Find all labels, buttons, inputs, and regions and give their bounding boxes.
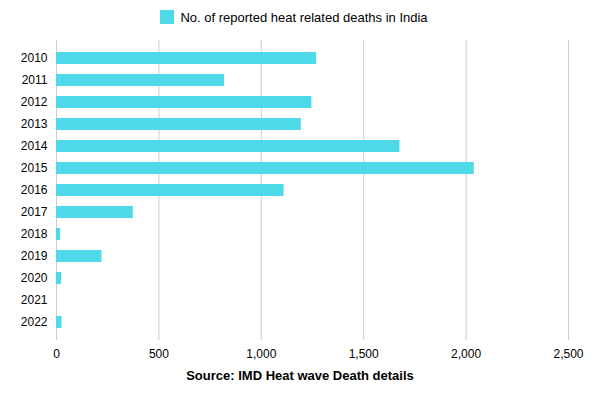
svg-text:1,000: 1,000	[246, 347, 276, 361]
svg-text:2,000: 2,000	[451, 347, 481, 361]
html-text:No. of reported heat related d: No. of reported heat related deaths in I…	[180, 9, 428, 25]
svg-text:2015: 2015	[21, 161, 48, 175]
svg-text:2021: 2021	[21, 293, 48, 307]
svg-text:2010: 2010	[21, 51, 48, 65]
svg-text:2017: 2017	[21, 205, 48, 219]
svg-text:2018: 2018	[21, 227, 48, 241]
svg-text:2022: 2022	[21, 315, 48, 329]
svg-text:2011: 2011	[22, 73, 48, 87]
svg-text:2,500: 2,500	[553, 347, 583, 361]
svg-text:0: 0	[53, 347, 60, 361]
svg-text:2019: 2019	[21, 249, 48, 263]
html-text:Source: IMD Heat wave Death de: Source: IMD Heat wave Death details	[186, 368, 414, 383]
svg-text:2012: 2012	[21, 95, 48, 109]
svg-text:2014: 2014	[21, 139, 48, 153]
svg-text:2016: 2016	[21, 183, 48, 197]
svg-text:2020: 2020	[21, 271, 48, 285]
svg-text:500: 500	[149, 347, 169, 361]
svg-text:2013: 2013	[21, 117, 48, 131]
svg-text:1,500: 1,500	[349, 347, 379, 361]
